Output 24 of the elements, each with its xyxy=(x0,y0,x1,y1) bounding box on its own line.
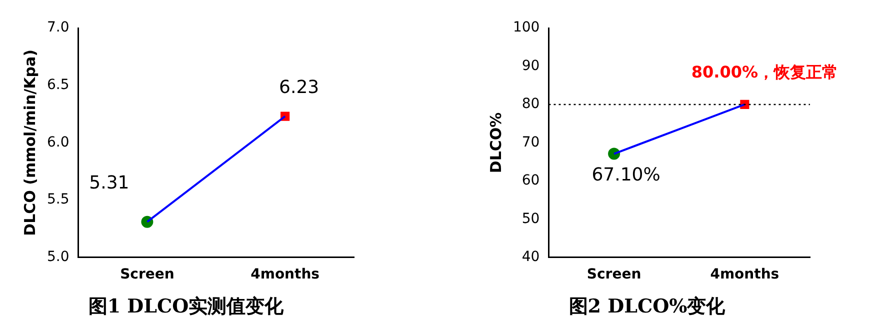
y-tick-label: 40 xyxy=(522,249,540,266)
x-tick-label: Screen xyxy=(120,266,174,282)
y-tick-label: 6.5 xyxy=(47,76,70,93)
y-tick-label: 80 xyxy=(522,96,540,112)
y-tick-label: 70 xyxy=(522,134,540,150)
x-tick-label: 4months xyxy=(710,266,780,282)
y-tick-label: 5.0 xyxy=(47,249,70,266)
y-tick-label: 50 xyxy=(522,210,540,227)
data-label: 6.23 xyxy=(279,76,320,98)
x-tick-label: Screen xyxy=(586,266,642,282)
annotation: 80.00%，恢复正常 xyxy=(691,62,838,82)
y-tick-label: 100 xyxy=(512,20,540,36)
text: 图2 DLCO%变化 xyxy=(568,296,726,318)
data-label: 67.10% xyxy=(592,164,660,186)
y-tick-label: 7.0 xyxy=(47,20,70,36)
x-tick-label: 4months xyxy=(250,266,320,282)
y-tick-label: 90 xyxy=(522,58,540,74)
y-axis-title: DLCO (mmol/min/Kpa) xyxy=(20,50,39,236)
y-tick-label: 6.0 xyxy=(47,134,70,150)
data-label: 5.31 xyxy=(89,172,130,194)
y-tick-label: 5.5 xyxy=(47,192,70,208)
text: 图1 DLCO实测值变化 xyxy=(88,296,285,318)
y-tick-label: 60 xyxy=(522,172,540,189)
y-axis-title: DLCO% xyxy=(486,112,505,174)
